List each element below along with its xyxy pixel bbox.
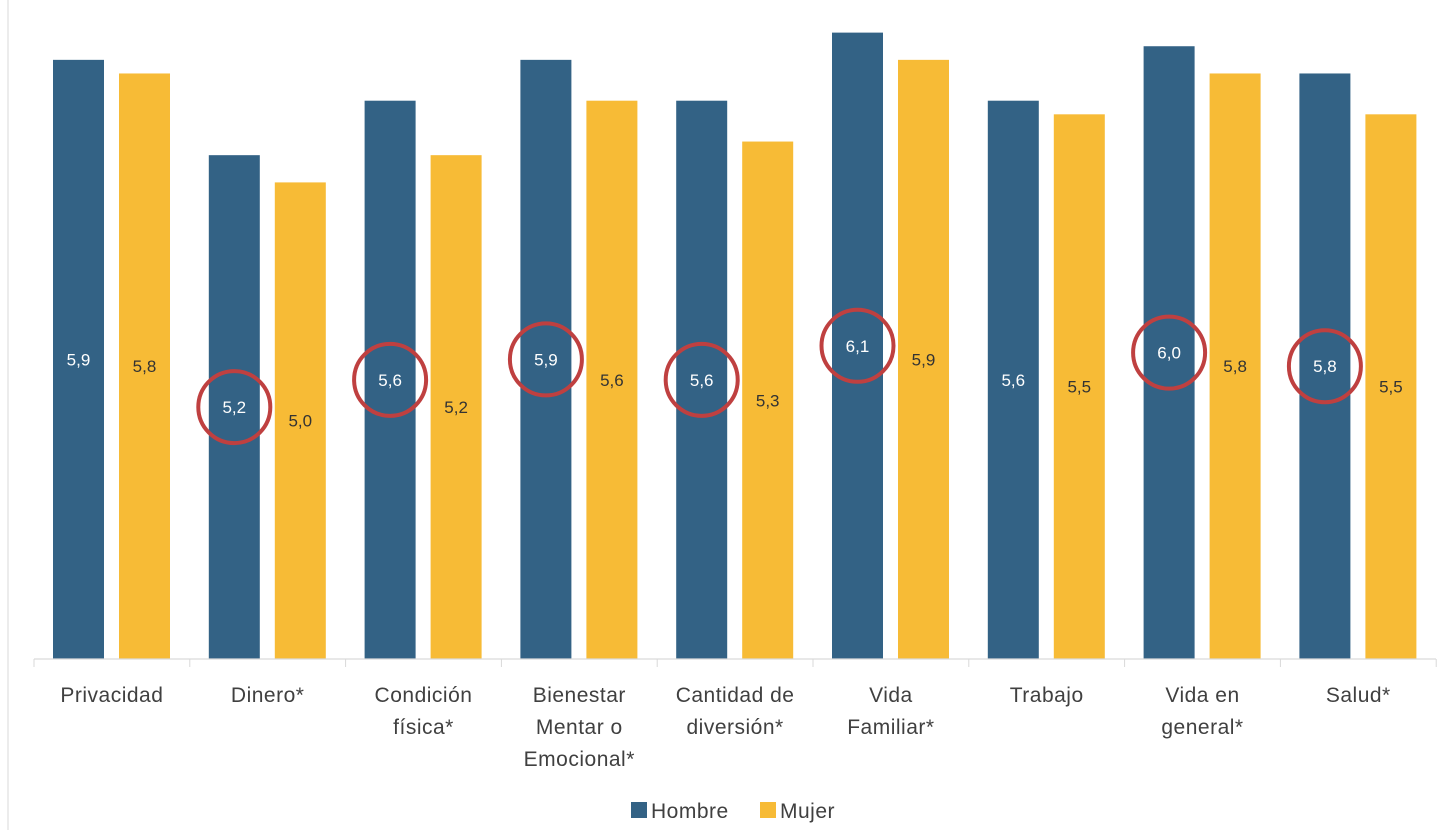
category-label: Vida en general* bbox=[1161, 684, 1243, 739]
data-label-hombre: 6,1 bbox=[846, 337, 870, 356]
legend-swatch-hombre bbox=[631, 802, 647, 818]
highlight-circle bbox=[352, 341, 429, 418]
legend: Hombre Mujer bbox=[631, 800, 835, 823]
data-label-hombre: 5,6 bbox=[1001, 371, 1025, 390]
data-label-hombre: 5,6 bbox=[378, 371, 402, 390]
bar-mujer bbox=[898, 59, 949, 659]
legend-swatch-mujer bbox=[760, 802, 776, 818]
data-label-mujer: 5,5 bbox=[1067, 378, 1091, 397]
value-labels-group: 5,9 5,8 5,2 5,0 5,6 5,2 5,9 5,6 5,6 5,3 6,1 5,9 5,6 5… bbox=[67, 337, 1403, 431]
category-label: Trabajo bbox=[1010, 684, 1084, 707]
highlight-circle bbox=[196, 369, 273, 446]
data-label-mujer: 5,3 bbox=[756, 391, 780, 410]
data-label-mujer: 5,8 bbox=[1223, 357, 1247, 376]
bar-hombre bbox=[832, 32, 883, 660]
category-label: Dinero* bbox=[231, 684, 305, 707]
bar-hombre bbox=[364, 100, 416, 659]
data-label-mujer: 5,5 bbox=[1379, 378, 1403, 397]
data-label-hombre: 5,6 bbox=[690, 371, 714, 390]
bar-hombre bbox=[53, 59, 104, 659]
data-label-mujer: 5,2 bbox=[444, 398, 468, 417]
legend-label-hombre: Hombre bbox=[651, 800, 729, 823]
category-label: Cantidad de diversión* bbox=[676, 684, 795, 739]
bar-mujer bbox=[586, 100, 638, 659]
bar-hombre bbox=[520, 59, 572, 659]
category-label: Privacidad bbox=[60, 684, 163, 707]
category-label: Condición física* bbox=[375, 684, 473, 739]
data-label-mujer: 5,0 bbox=[288, 412, 312, 431]
category-label: Vida Familiar* bbox=[847, 684, 934, 739]
data-label-hombre: 5,2 bbox=[222, 398, 246, 417]
bar-mujer bbox=[119, 73, 170, 660]
bar-mujer bbox=[1209, 73, 1261, 660]
bar-hombre bbox=[1299, 73, 1351, 660]
highlight-circle bbox=[1131, 314, 1208, 391]
data-label-hombre: 5,9 bbox=[67, 350, 91, 369]
bar-mujer bbox=[430, 155, 482, 659]
data-label-hombre: 6,0 bbox=[1157, 344, 1181, 363]
data-label-mujer: 5,8 bbox=[133, 357, 157, 376]
bar-hombre bbox=[208, 155, 260, 659]
data-label-mujer: 5,9 bbox=[912, 350, 936, 369]
data-label-hombre: 5,9 bbox=[534, 350, 558, 369]
legend-label-mujer: Mujer bbox=[780, 800, 835, 823]
bar-hombre bbox=[1143, 46, 1195, 659]
highlight-circle bbox=[663, 341, 740, 418]
category-label: Bienestar Mentar o Emocional* bbox=[524, 684, 635, 771]
category-labels-group: Privacidad Dinero* Condición física* Bienest… bbox=[60, 684, 1390, 771]
data-label-mujer: 5,6 bbox=[600, 371, 624, 390]
bar-mujer bbox=[742, 141, 794, 659]
bars-group bbox=[53, 32, 1417, 660]
bar-mujer bbox=[1365, 114, 1417, 659]
bar-mujer bbox=[274, 182, 326, 660]
highlight-circle bbox=[507, 321, 584, 398]
highlight-circle bbox=[1286, 328, 1363, 405]
bar-hombre bbox=[676, 100, 728, 659]
highlight-circle bbox=[819, 307, 896, 384]
bar-mujer bbox=[1053, 114, 1105, 659]
highlight-circles-group bbox=[196, 307, 1363, 446]
bar-hombre bbox=[987, 100, 1039, 659]
category-label: Salud* bbox=[1326, 684, 1391, 707]
data-label-hombre: 5,8 bbox=[1313, 357, 1337, 376]
x-axis-ticks-group bbox=[33, 659, 1437, 667]
